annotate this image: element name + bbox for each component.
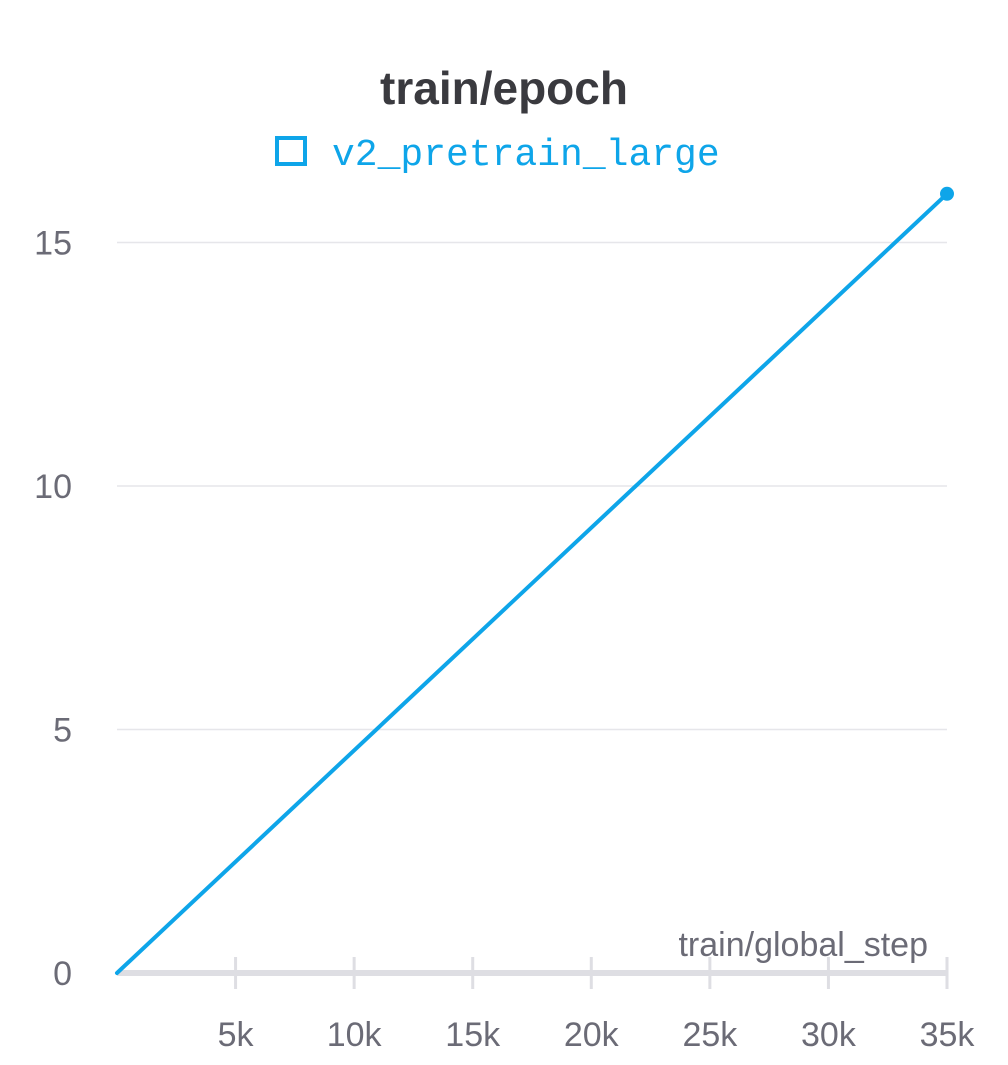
series-layer — [115, 186, 954, 975]
y-tick-label: 10 — [34, 468, 72, 506]
x-tick-label: 25k — [682, 1016, 738, 1054]
y-tick-label: 15 — [34, 225, 72, 263]
series-line — [115, 191, 949, 975]
series-endpoint — [940, 186, 954, 201]
x-axis-label: train/global_step — [678, 926, 928, 964]
legend[interactable]: v2_pretrain_large — [275, 134, 720, 177]
legend-label: v2_pretrain_large — [332, 134, 720, 177]
x-tick-label: 15k — [445, 1016, 501, 1054]
x-tick-label: 20k — [564, 1016, 620, 1054]
x-tick-label: 35k — [920, 1016, 976, 1054]
y-axis-ticks: 0 5 10 15 — [34, 225, 72, 994]
chart-title: train/epoch — [380, 62, 628, 114]
gridlines — [117, 241, 947, 731]
legend-swatch — [275, 136, 307, 166]
x-tick-label: 5k — [218, 1016, 255, 1054]
x-tick-label: 10k — [327, 1016, 383, 1054]
x-tick-label: 30k — [801, 1016, 857, 1054]
y-tick-label: 0 — [53, 955, 72, 993]
x-axis: 5k 10k 15k 20k 25k 30k 35k — [117, 957, 975, 1054]
y-tick-label: 5 — [53, 712, 72, 750]
